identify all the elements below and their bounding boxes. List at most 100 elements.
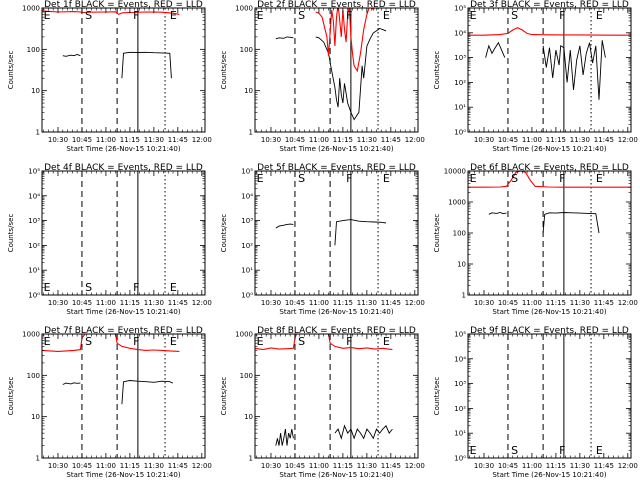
interval-marker-label: F [133,281,139,294]
y-axis-label: Counts/sec [220,214,228,253]
events-series [275,223,294,229]
x-tick-label: 10:45 [285,299,305,307]
lld-series [255,334,393,351]
y-tick-label: 100 [240,46,253,54]
x-tick-label: 12:00 [192,299,212,307]
x-tick-label: 10:45 [72,462,92,470]
x-tick-label: 11:30 [144,299,164,307]
x-tick-label: 11:15 [546,136,566,144]
y-tick-label: 10⁵ [28,168,40,176]
interval-marker-label: E [257,172,264,185]
x-tick-label: 11:15 [333,136,353,144]
plot-frame [467,7,632,133]
x-tick-label: 11:15 [546,462,566,470]
plot-area [468,8,631,132]
x-axis-label: Start Time (26-Nov-15 10:21:40) [492,145,606,153]
panel-title: Det 1f BLACK = Events, RED = LLD [44,0,203,10]
y-tick-label: 10³ [28,217,40,225]
y-axis-label: Counts/sec [433,51,441,90]
x-tick-label: 11:45 [594,136,614,144]
x-tick-label: 11:30 [570,299,590,307]
panel-title: Det 9f BLACK = Events, RED = LLD [470,326,629,336]
y-tick-label: 10¹ [241,267,253,275]
y-tick-label: 10⁵ [454,331,466,339]
events-series [485,41,506,58]
x-tick-label: 11:45 [381,136,401,144]
plot-area [42,334,180,458]
x-tick-label: 10:30 [261,462,281,470]
y-axis-label: Counts/sec [7,377,15,416]
x-tick-label: 10:30 [474,462,494,470]
y-tick-label: 1 [462,292,466,300]
interval-marker-label: E [170,281,177,294]
panel-9: Det 9f BLACK = Events, RED = LLD E S F E 10⁰ 1… [433,326,638,479]
panel-title: Det 3f BLACK = Events, RED = LLD [470,0,629,10]
x-tick-label: 11:30 [357,462,377,470]
y-tick-label: 10000 [444,168,466,176]
panel-4: Det 4f BLACK = Events, RED = LLD E S F E 10⁰ 1… [7,163,212,316]
y-tick-label: 10² [454,79,466,87]
x-tick-label: 11:15 [120,299,140,307]
y-tick-label: 10¹ [454,104,466,112]
lld-series [42,10,180,16]
x-tick-label: 11:15 [120,462,140,470]
x-tick-label: 10:30 [261,136,281,144]
x-tick-label: 10:45 [498,136,518,144]
x-axis-label: Start Time (26-Nov-15 10:21:40) [492,308,606,316]
interval-marker-label: E [596,172,603,185]
interval-marker-label: F [559,172,565,185]
y-tick-label: 1 [249,455,253,463]
y-tick-label: 10 [31,87,40,95]
x-tick-label: 11:00 [96,299,116,307]
plot-area [275,8,387,132]
events-series [315,27,387,121]
plot-frame [41,170,206,296]
y-tick-label: 10 [244,87,253,95]
y-tick-label: 10⁵ [454,5,466,13]
interval-marker-label: S [511,172,518,185]
x-tick-label: 11:15 [333,462,353,470]
x-tick-label: 11:30 [357,136,377,144]
events-series [121,51,172,79]
interval-marker-label: E [44,281,51,294]
x-tick-label: 11:00 [309,299,329,307]
y-tick-label: 10² [241,242,253,250]
x-tick-label: 11:30 [570,136,590,144]
interval-marker-label: E [470,172,477,185]
x-tick-label: 10:30 [261,299,281,307]
x-tick-label: 11:45 [168,462,188,470]
interval-marker-label: S [85,335,92,348]
y-tick-label: 1 [249,129,253,137]
interval-marker-label: E [596,444,603,457]
interval-marker-label: E [257,9,264,22]
y-axis-label: Counts/sec [220,377,228,416]
events-series [334,219,387,246]
x-tick-label: 12:00 [405,136,425,144]
x-tick-label: 10:30 [474,299,494,307]
y-tick-label: 100 [453,230,466,238]
y-tick-label: 10⁰ [454,455,466,463]
x-tick-label: 11:45 [168,299,188,307]
interval-marker-label: E [383,335,390,348]
x-tick-label: 11:00 [309,462,329,470]
y-tick-label: 10⁴ [28,192,40,200]
x-tick-label: 10:45 [498,299,518,307]
x-tick-label: 10:30 [474,136,494,144]
plot-frame [467,170,632,296]
x-tick-label: 12:00 [405,299,425,307]
x-axis-label: Start Time (26-Nov-15 10:21:40) [492,471,606,479]
events-series [275,36,294,40]
interval-marker-label: E [170,335,177,348]
interval-marker-label: S [85,9,92,22]
y-tick-label: 1000 [22,331,40,339]
interval-marker-label: E [596,9,603,22]
lld-series [468,171,631,188]
x-tick-label: 11:00 [522,462,542,470]
interval-marker-label: S [511,9,518,22]
lld-series [315,8,386,73]
interval-marker-label: E [44,9,51,22]
